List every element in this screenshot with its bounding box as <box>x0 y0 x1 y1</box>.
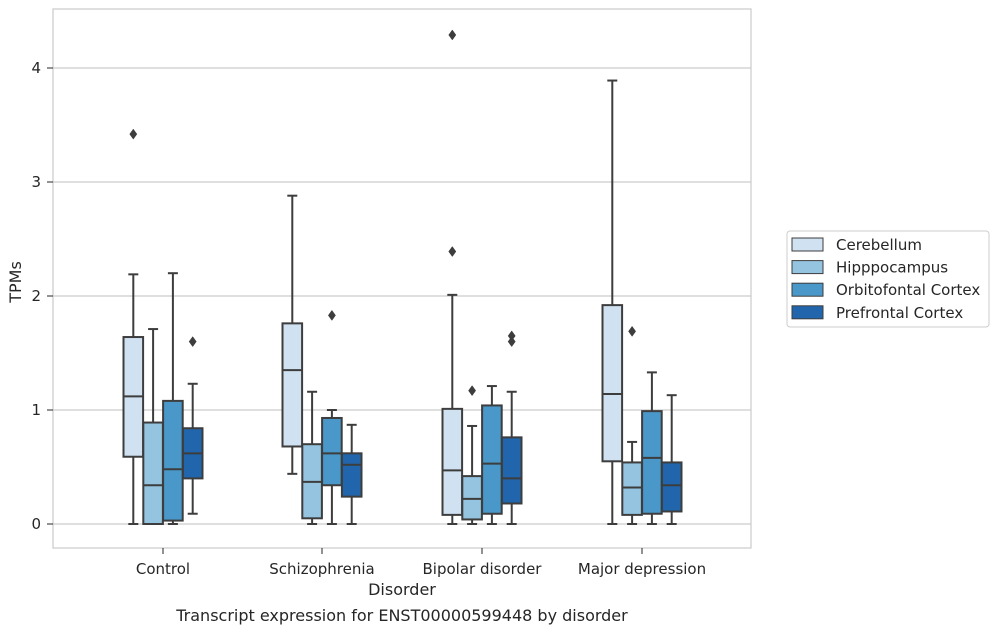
y-tick-label: 0 <box>31 515 41 533</box>
iqr-box <box>441 407 464 516</box>
outlier-point <box>448 29 457 41</box>
box <box>601 79 624 525</box>
box <box>321 309 343 525</box>
x-axis-ticks: Control Schizophrenia Bipolar disorder Majo… <box>136 548 706 578</box>
outlier-point <box>468 385 477 397</box>
series-prefrontal-cortex <box>181 330 683 525</box>
legend-swatch <box>791 305 824 320</box>
box <box>441 29 464 525</box>
outlier-point <box>129 128 138 140</box>
legend-swatch <box>791 260 824 275</box>
legend-label: Orbitofontal Cortex <box>836 281 980 299</box>
outlier-point <box>327 309 336 321</box>
legend-item: Cerebellum <box>791 236 922 254</box>
y-tick-label: 4 <box>31 59 41 77</box>
y-tick-label: 1 <box>31 401 41 419</box>
box <box>641 371 663 525</box>
iqr-box <box>321 416 343 487</box>
legend-item: Orbitofontal Cortex <box>791 281 980 299</box>
outlier-point <box>507 330 516 342</box>
legend-item: Hipppocampus <box>791 259 948 277</box>
x-tick-label: Bipolar disorder <box>423 560 543 578</box>
iqr-box <box>641 410 663 515</box>
iqr-box <box>340 452 363 498</box>
outlier-point <box>448 246 457 257</box>
outlier-point <box>507 336 516 348</box>
x-tick-label: Control <box>136 560 190 578</box>
box <box>181 336 204 515</box>
chart-title: Transcript expression for ENST0000059944… <box>175 606 628 625</box>
box <box>281 194 304 475</box>
legend-label: Hipppocampus <box>836 259 948 277</box>
y-tick-label: 2 <box>31 287 41 305</box>
iqr-box <box>660 461 683 513</box>
box <box>660 394 683 525</box>
iqr-box <box>601 304 624 463</box>
series-hipppocampus <box>142 325 643 526</box>
iqr-box <box>621 461 643 516</box>
x-axis-title: Disorder <box>368 580 436 599</box>
box <box>340 423 363 525</box>
box <box>301 390 323 525</box>
y-axis-title: TPMs <box>6 261 25 304</box>
box <box>461 385 483 525</box>
box <box>500 330 523 525</box>
iqr-box <box>162 399 184 522</box>
box-series <box>122 29 683 526</box>
iqr-box <box>481 404 503 515</box>
y-axis-ticks: 0 1 2 3 4 <box>31 59 53 533</box>
box <box>621 325 643 525</box>
iqr-box <box>461 475 483 521</box>
iqr-box <box>142 421 164 526</box>
legend-label: Prefrontal Cortex <box>836 304 963 322</box>
box <box>481 385 503 525</box>
legend: Cerebellum Hipppocampus Orbitofontal Corte… <box>786 230 990 328</box>
outlier-point <box>188 336 197 348</box>
series-cerebellum <box>122 29 624 525</box>
plot-area-frame <box>52 8 752 549</box>
legend-item: Prefrontal Cortex <box>791 304 963 322</box>
legend-label: Cerebellum <box>836 236 922 254</box>
y-tick-label: 3 <box>31 173 41 191</box>
series-orbitofontal-cortex <box>162 272 663 525</box>
box <box>162 272 184 525</box>
x-tick-label: Schizophrenia <box>269 560 374 578</box>
box <box>122 128 145 525</box>
box <box>142 328 164 526</box>
outlier-point <box>628 325 637 337</box>
legend-swatch <box>791 282 824 297</box>
legend-swatch <box>791 237 824 252</box>
iqr-box <box>500 436 523 505</box>
iqr-box <box>281 322 304 448</box>
legend-frame <box>786 230 990 328</box>
x-tick-label: Major depression <box>578 560 706 578</box>
